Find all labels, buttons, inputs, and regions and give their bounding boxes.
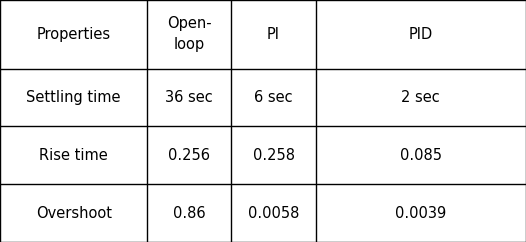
Text: PID: PID [409, 27, 433, 42]
Text: 0.86: 0.86 [173, 206, 206, 221]
Text: 0.085: 0.085 [400, 148, 442, 163]
Text: 0.256: 0.256 [168, 148, 210, 163]
Text: 0.0058: 0.0058 [248, 206, 299, 221]
Text: PI: PI [267, 27, 280, 42]
Text: Overshoot: Overshoot [36, 206, 112, 221]
Text: Settling time: Settling time [26, 90, 121, 105]
Text: Rise time: Rise time [39, 148, 108, 163]
Text: 6 sec: 6 sec [254, 90, 293, 105]
Text: 0.0039: 0.0039 [395, 206, 447, 221]
Text: Properties: Properties [37, 27, 110, 42]
Text: 36 sec: 36 sec [166, 90, 213, 105]
Text: 0.258: 0.258 [252, 148, 295, 163]
Text: 2 sec: 2 sec [401, 90, 440, 105]
Text: Open-
loop: Open- loop [167, 16, 211, 52]
